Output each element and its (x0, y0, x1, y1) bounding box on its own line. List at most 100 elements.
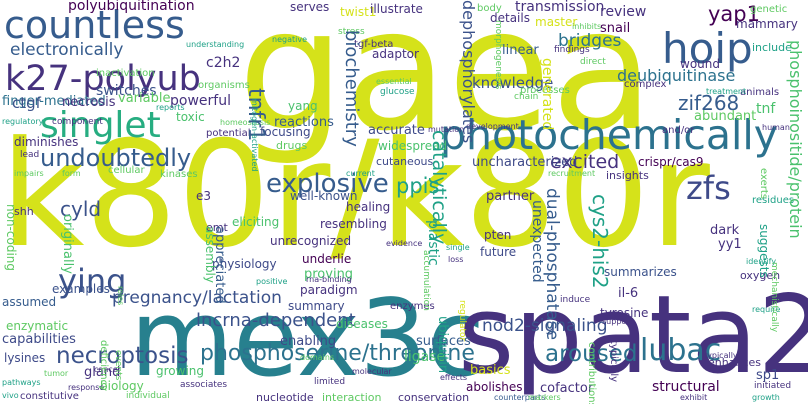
word-proving: proving (304, 267, 354, 282)
word-yap1: yap1 (708, 2, 760, 26)
word-single: single (446, 243, 470, 252)
word-suggests: growth (752, 393, 780, 402)
word-loss: loss (448, 255, 464, 264)
word-summary: summary (288, 299, 345, 313)
word-e3: e3 (196, 189, 212, 203)
word-aroused: aroused (545, 341, 638, 367)
word-body: body (477, 3, 502, 14)
word-nod2-signaling: nod2-signaling (482, 316, 608, 336)
word-gland: gland (84, 365, 121, 380)
word-component: component (52, 117, 103, 127)
word-and-or: and/or (662, 125, 695, 136)
word-paradigm: paradigm (300, 283, 358, 297)
word-induce: induce (560, 295, 591, 305)
word-effects: effects (440, 373, 468, 382)
word-pten: pten (484, 228, 512, 242)
word-residues: residues (752, 195, 795, 206)
word-enzymatic: enzymatic (6, 319, 69, 333)
word-roles: roles (116, 286, 125, 306)
word-inactivation: inactivation (96, 68, 155, 79)
word-structural: structural (652, 379, 720, 395)
word-singlet: singlet (40, 105, 161, 146)
word-understanding: understanding (186, 40, 245, 49)
word-exerts: exerts (758, 168, 769, 199)
word-tgf-beta: tgf-beta (354, 39, 394, 50)
word-dephosphorylates: dephosphorylates (459, 0, 478, 144)
word-powerful: powerful (170, 93, 231, 109)
word-vivo: vivo (2, 391, 19, 400)
word-examples: examples (52, 282, 110, 296)
word-phosphoserine-threonine: phosphoserine/threonine (200, 341, 475, 366)
word-mammary: mammary (736, 17, 798, 31)
word-assembly: assembly (203, 226, 217, 283)
word-focusing: focusing (260, 125, 311, 139)
word-lead: lead (20, 150, 40, 160)
word-findings: findings (554, 45, 590, 55)
word-abundant: abundant (694, 109, 757, 124)
word-evidence: evidence (386, 239, 423, 248)
word-serves: serves (290, 0, 330, 14)
word-illustrate: illustrate (370, 2, 423, 16)
word-inhibits: inhibits (572, 22, 602, 31)
word-sp1: sp1 (756, 368, 780, 383)
word-include: include (752, 41, 792, 54)
word-bridges: bridges (558, 31, 622, 51)
word-master: master (535, 15, 578, 29)
word-diminishes: diminishes (14, 135, 79, 149)
word-enabling: enabling (280, 334, 337, 349)
word-well-known: well-known (290, 189, 358, 203)
word-interaction: interaction (322, 391, 382, 404)
word-molecular: molecular (352, 367, 392, 376)
word-mechanisms: markers (528, 393, 561, 402)
word-review: review (600, 4, 647, 20)
word-constitutive: constitutive (20, 391, 79, 402)
word-ligase: ligase (404, 349, 446, 365)
word-mitogen-activated: mitogen-activated (250, 98, 259, 172)
word-zfs: zfs (686, 169, 731, 207)
word-potential: potential (206, 128, 251, 139)
word-gaea: gaea (238, 0, 654, 168)
word-spata2: spata2 (458, 273, 808, 398)
word-positive: positive (256, 277, 288, 286)
word-twist1: twist1 (340, 5, 377, 19)
word-crispr-cas9: crispr/cas9 (638, 155, 704, 169)
word-adaptor: adaptor (372, 47, 419, 61)
word-cyld: cyld (60, 197, 102, 221)
word-accurate: accurate (368, 123, 425, 138)
word-finger-mediated: finger-mediated (2, 94, 106, 109)
word-wound: wound (680, 57, 720, 71)
word-rna-binding: rna-binding (306, 275, 352, 284)
word-underlie: underlie (302, 252, 352, 266)
word-ctgf: ctgf (12, 94, 41, 112)
word-k27-polyub: k27-polyub (5, 59, 201, 99)
word-dark: dark (710, 223, 740, 238)
word-ubiquitin: ubiquitin (435, 316, 450, 374)
word-animals: animals (740, 87, 780, 98)
word-variable: variable (118, 91, 171, 106)
word-regulatory: regulatory (2, 117, 44, 126)
word-originally: originally (60, 214, 75, 274)
word-enzymes: enzymes (390, 301, 435, 312)
word-require: require (752, 305, 781, 314)
word-necroptosis: necroptosis (56, 343, 189, 369)
word-polyubiquitination: polyubiquitination (68, 0, 195, 14)
word-widespread: widespread (378, 139, 448, 153)
word-current: current (346, 169, 375, 178)
word-resembling: resembling (320, 217, 387, 231)
word-explosive: explosive (266, 169, 389, 199)
word-nucleotide: nucleotide (256, 391, 314, 404)
word-pathways: pathways (2, 378, 41, 387)
word-associates: associates (180, 380, 228, 390)
word-treatment: treatment (706, 87, 747, 96)
word-tnf: tnf (756, 101, 776, 117)
word-biology: biology (100, 379, 144, 393)
word-individual: individual (126, 391, 170, 401)
word-necrosis: necrosis (62, 95, 116, 110)
word-drugs: drugs (276, 139, 308, 152)
word-human: human (762, 123, 790, 132)
word-glucose: glucose (380, 87, 415, 97)
word-toxic: toxic (176, 110, 205, 124)
word-chain: chain (514, 92, 539, 102)
word-non-coding: non-coding (4, 204, 18, 271)
